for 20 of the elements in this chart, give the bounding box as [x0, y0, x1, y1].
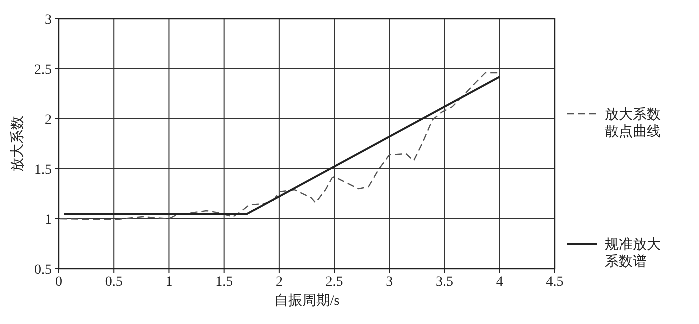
y-tick-label: 2 [45, 113, 52, 128]
x-tick-label: 3 [386, 275, 394, 290]
x-tick-label: 2 [276, 275, 283, 290]
x-tick-label: 3.5 [436, 275, 454, 290]
y-tick-label: 0.5 [34, 263, 52, 278]
y-tick-label: 2.5 [34, 63, 52, 78]
x-tick-label: 4 [496, 275, 504, 290]
x-tick-label: 1 [166, 275, 173, 290]
x-tick-label: 0.5 [105, 275, 123, 290]
x-tick-label: 2.5 [326, 275, 344, 290]
x-tick-label: 4.5 [546, 275, 564, 290]
x-tick-label: 1.5 [216, 275, 234, 290]
x-axis-title: 自振周期/s [274, 293, 340, 309]
legend-label: 放大系数散点曲线 [605, 107, 661, 140]
y-tick-label: 3 [45, 13, 52, 28]
y-tick-label: 1 [45, 213, 52, 228]
legend-label: 规准放大系数谱 [605, 237, 661, 270]
y-axis-title: 放大系数 [10, 116, 26, 172]
y-tick-label: 1.5 [34, 163, 52, 178]
x-tick-label: 0 [56, 275, 62, 290]
